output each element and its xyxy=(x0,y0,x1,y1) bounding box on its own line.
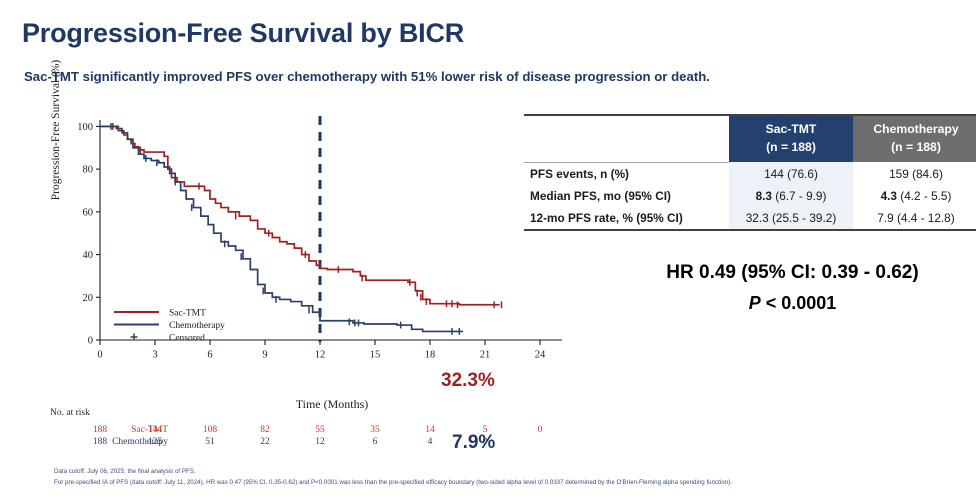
km-curve-chemo xyxy=(100,125,463,333)
stats-row-label-1: Median PFS, mo (95% CI) xyxy=(530,188,671,203)
risk-value: 55 xyxy=(315,425,325,435)
stats-cell-chemo-0-text: 159 (84.6) xyxy=(889,166,943,181)
annotation-sac-12mo: 32.3% xyxy=(441,370,495,391)
number-at-risk-title: No. at risk xyxy=(50,408,90,418)
y-tick-label: 20 xyxy=(83,293,94,304)
y-axis-label: Progression-Free Survival (%) xyxy=(50,59,62,201)
annotation-chemo-12mo: 7.9% xyxy=(452,432,496,453)
stats-row-label-2: 12-mo PFS rate, % (95% CI) xyxy=(524,206,729,231)
km-plot: Progression-Free Survival (%) Time (Mont… xyxy=(50,60,572,453)
page-title: Progression-Free Survival by BICR xyxy=(22,18,465,48)
x-tick-label: 12 xyxy=(315,350,326,361)
km-curve-sac xyxy=(100,125,500,306)
y-tick-label: 100 xyxy=(77,122,93,133)
legend-label-1: Chemotherapy xyxy=(169,321,225,331)
stats-cell-sac-2-text: 32.3 (25.5 - 39.2) xyxy=(745,210,837,225)
risk-row-chemo: Chemotherapy 188 125 51 22 12 6 4 0 xyxy=(50,437,850,449)
stats-cell-chemo-1-bold: 4.3 xyxy=(880,188,897,203)
stats-cell-chemo-1: 4.3 (4.2 - 5.5) xyxy=(853,184,976,207)
x-axis-label: Time (Months) xyxy=(295,397,369,411)
x-tick-label: 24 xyxy=(535,350,546,361)
stats-cell-chemo-2-text: 7.9 (4.4 - 12.8) xyxy=(877,210,955,225)
x-tick-label: 0 xyxy=(97,350,102,361)
p-value-symbol: P xyxy=(748,293,761,313)
p-value-text: P < 0.0001 xyxy=(620,293,965,314)
risk-value: 144 xyxy=(147,425,163,435)
x-tick-label: 3 xyxy=(152,350,157,361)
hazard-ratio-text: HR 0.49 (95% CI: 0.39 - 0.62) xyxy=(666,262,919,283)
stats-cell-sac-1-text: (6.7 - 9.9) xyxy=(771,188,827,203)
risk-value: 5 xyxy=(482,425,488,435)
y-tick-label: 40 xyxy=(83,250,94,261)
risk-value: 4 xyxy=(427,437,433,447)
risk-value: 0 xyxy=(537,425,543,435)
stats-header-sac-n: (n = 188) xyxy=(766,139,816,154)
stats-cell-chemo-1-text: (4.2 - 5.5) xyxy=(896,188,952,203)
legend-label-2: Censored xyxy=(169,333,205,343)
y-tick-label: 0 xyxy=(88,336,93,347)
page-subtitle: Sac-TMT significantly improved PFS over … xyxy=(24,69,710,84)
stats-cell-sac-0: 144 (76.6) xyxy=(729,162,853,185)
stats-table: Sac-TMT (n = 188) Chemotherapy (n = 188)… xyxy=(524,113,976,231)
risk-value: 6 xyxy=(372,437,378,447)
x-tick-label: 21 xyxy=(480,350,491,361)
risk-value: 51 xyxy=(205,437,215,447)
x-tick-label: 6 xyxy=(207,350,212,361)
risk-value: 188 xyxy=(92,425,108,435)
footnote-line-1: Data cutoff: July 06, 2025; the final an… xyxy=(54,468,196,475)
risk-row-chemo-values: 188 125 51 22 12 6 4 0 xyxy=(93,437,828,449)
stats-cell-sac-2: 32.3 (25.5 - 39.2) xyxy=(729,206,853,231)
hazard-ratio-block: HR 0.49 (95% CI: 0.39 - 0.62) P < 0.0001 xyxy=(620,262,965,314)
stats-cell-chemo-0: 159 (84.6) xyxy=(853,162,976,185)
footnote-line-2: For pre-specified IA of PFS (data cutoff… xyxy=(54,479,732,487)
table-row: 12-mo PFS rate, % (95% CI) 32.3 (25.5 - … xyxy=(524,206,976,231)
stats-cell-sac-1-bold: 8.3 xyxy=(755,188,772,203)
risk-value: 188 xyxy=(92,437,108,447)
risk-value: 0 xyxy=(482,437,488,447)
risk-value: 82 xyxy=(260,425,270,435)
footnotes: Data cutoff: July 06, 2025; the final an… xyxy=(54,466,964,489)
km-svg-canvas: 0 20 40 60 80 100 0 3 6 9 12 15 18 21 24 Sac-TMT Chemoth… xyxy=(77,116,562,361)
risk-row-chemo-label: Chemotherapy xyxy=(112,437,168,447)
risk-value: 12 xyxy=(315,437,325,447)
y-tick-label: 60 xyxy=(83,207,94,218)
stats-header-chemo-label: Chemotherapy xyxy=(873,122,959,136)
stats-header-blank xyxy=(524,113,729,163)
risk-row-sac-values: 188 144 108 82 55 35 14 5 0 xyxy=(93,425,828,437)
number-at-risk-table: No. at risk Sac-TMT 188 144 108 82 55 35 14 5 0 … xyxy=(50,408,850,449)
x-tick-label: 15 xyxy=(370,350,381,361)
risk-value: 108 xyxy=(202,425,218,435)
risk-value: 22 xyxy=(260,437,270,447)
p-value-rest: < 0.0001 xyxy=(760,293,837,313)
stats-header-chemo-n: (n = 188) xyxy=(891,139,941,154)
y-tick-label: 80 xyxy=(83,165,94,176)
x-tick-label: 18 xyxy=(425,350,436,361)
stats-header-sac: Sac-TMT (n = 188) xyxy=(729,113,853,163)
legend-label-0: Sac-TMT xyxy=(169,308,206,318)
stats-header-row: Sac-TMT (n = 188) Chemotherapy (n = 188) xyxy=(524,113,976,163)
stats-cell-sac-0-text: 144 (76.6) xyxy=(764,166,818,181)
risk-row-sac-label: Sac-TMT xyxy=(131,425,168,435)
risk-value: 14 xyxy=(425,425,435,435)
table-row: PFS events, n (%) 144 (76.6) 159 (84.6) xyxy=(524,162,976,185)
stats-cell-sac-1: 8.3 (6.7 - 9.9) xyxy=(729,184,853,207)
stats-cell-chemo-2: 7.9 (4.4 - 12.8) xyxy=(853,206,976,231)
table-row: Median PFS, mo (95% CI) 8.3 (6.7 - 9.9) … xyxy=(524,184,976,207)
stats-header-chemo: Chemotherapy (n = 188) xyxy=(853,113,976,163)
stats-row-label-0: PFS events, n (%) xyxy=(530,166,629,181)
risk-value: 35 xyxy=(370,425,380,435)
risk-row-sac: Sac-TMT 188 144 108 82 55 35 14 5 0 xyxy=(50,425,850,437)
x-tick-label: 9 xyxy=(262,350,267,361)
stats-header-sac-label: Sac-TMT xyxy=(765,122,817,136)
risk-value: 125 xyxy=(147,437,163,447)
